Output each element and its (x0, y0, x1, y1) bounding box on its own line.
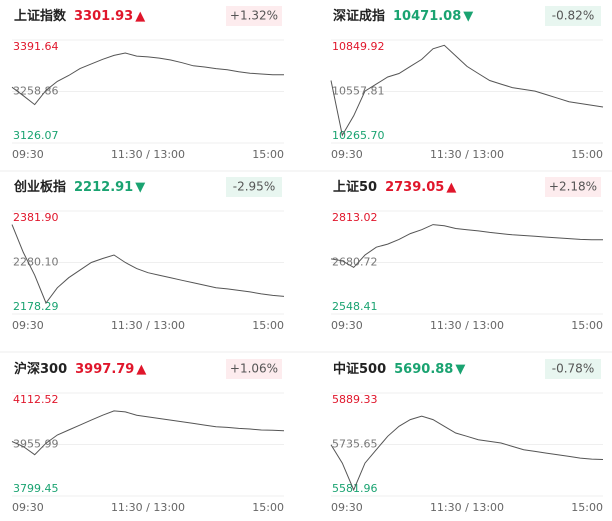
panel-header: 沪深300 3997.79 ▲ (14, 361, 146, 377)
x-tick-label: 11:30 / 13:00 (430, 501, 504, 514)
x-tick-label: 11:30 / 13:00 (430, 148, 504, 161)
y-tick-label: 2548.41 (332, 300, 378, 313)
direction-arrow: ▲ (136, 362, 146, 377)
x-tick-label: 09:30 (12, 319, 44, 332)
change-badge (226, 6, 282, 26)
index-price: 2739.05 (385, 180, 444, 195)
x-tick-label: 11:30 / 13:00 (111, 319, 185, 332)
x-tick-label: 11:30 / 13:00 (111, 148, 185, 161)
y-tick-label: 10265.70 (332, 129, 385, 142)
x-tick-label: 09:30 (12, 148, 44, 161)
x-tick-label: 09:30 (331, 501, 363, 514)
y-tick-label: 2178.29 (13, 300, 59, 313)
x-tick-label: 15:00 (252, 319, 284, 332)
change-badge (226, 359, 282, 379)
change-text: -2.95% (233, 180, 275, 194)
panel-header: 中证500 5690.88 ▼ (333, 361, 465, 377)
price-line (11, 224, 285, 305)
x-tick-label: 11:30 / 13:00 (111, 501, 185, 514)
direction-arrow: ▼ (455, 362, 465, 377)
y-tick-label: 2280.10 (13, 255, 59, 268)
change-badge (545, 6, 601, 26)
price-line (330, 224, 603, 269)
index-price: 10471.08 (393, 9, 461, 24)
change-text: +1.32% (230, 9, 278, 23)
price-line (330, 44, 604, 137)
change-text: +1.06% (230, 362, 278, 376)
direction-arrow: ▼ (135, 180, 145, 195)
direction-arrow: ▲ (446, 180, 456, 195)
x-tick-label: 15:00 (252, 148, 284, 161)
y-tick-label: 2381.90 (13, 211, 59, 224)
change-text: -0.82% (552, 9, 594, 23)
panel-header: 上证50 2739.05 ▲ (333, 180, 456, 195)
index-name: 上证50 (333, 180, 377, 195)
y-tick-label: 5889.33 (332, 393, 378, 406)
change-text: +2.18% (549, 180, 597, 194)
change-text: -0.78% (552, 362, 594, 376)
change-badge (545, 359, 601, 379)
index-name: 上证指数 (14, 8, 67, 24)
y-tick-label: 3258.86 (13, 84, 59, 97)
price-line (11, 410, 285, 456)
price-line (11, 52, 284, 106)
x-tick-label: 09:30 (331, 319, 363, 332)
y-tick-label: 3126.07 (13, 129, 59, 142)
index-name: 沪深300 (14, 361, 67, 377)
y-tick-label: 10849.92 (332, 40, 385, 53)
index-name: 中证500 (333, 361, 386, 377)
x-tick-label: 15:00 (571, 319, 603, 332)
x-tick-label: 15:00 (252, 501, 284, 514)
x-tick-label: 09:30 (331, 148, 363, 161)
index-name: 创业板指 (13, 179, 66, 195)
price-line (330, 415, 604, 492)
change-badge (226, 177, 282, 197)
y-tick-label: 4112.52 (13, 393, 59, 406)
panel-header: 创业板指 2212.91 ▼ (13, 179, 145, 195)
x-tick-label: 09:30 (12, 501, 44, 514)
x-tick-label: 15:00 (571, 148, 603, 161)
direction-arrow: ▼ (463, 9, 473, 24)
y-tick-label: 3799.45 (13, 482, 59, 495)
index-price: 5690.88 (394, 362, 453, 377)
index-price: 2212.91 (74, 180, 133, 195)
y-tick-label: 2680.72 (332, 255, 378, 268)
y-tick-label: 3391.64 (13, 40, 59, 53)
y-tick-label: 5735.65 (332, 437, 378, 450)
index-name: 深证成指 (333, 8, 385, 24)
direction-arrow: ▲ (135, 9, 145, 24)
x-tick-label: 15:00 (571, 501, 603, 514)
panel-header: 深证成指 10471.08 ▼ (333, 8, 473, 24)
index-price: 3997.79 (75, 362, 134, 377)
y-tick-label: 10557.81 (332, 85, 385, 98)
y-tick-label: 2813.02 (332, 211, 378, 224)
change-badge (545, 177, 601, 197)
panel-header: 上证指数 3301.93 ▲ (14, 8, 145, 24)
x-tick-label: 11:30 / 13:00 (430, 319, 504, 332)
index-price: 3301.93 (74, 9, 133, 24)
